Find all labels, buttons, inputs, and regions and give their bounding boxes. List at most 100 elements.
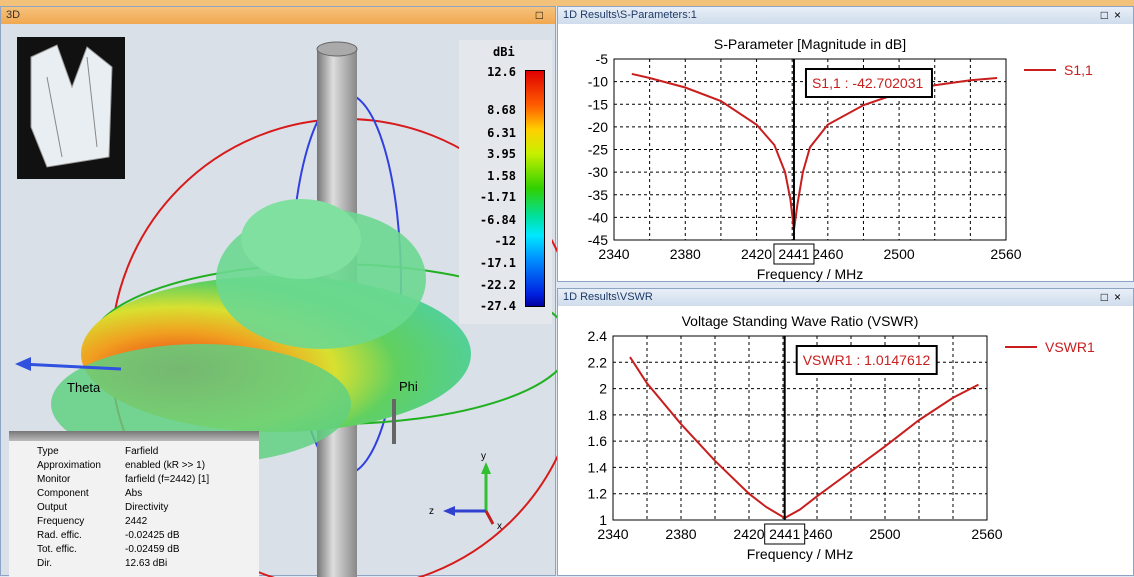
svg-text:x: x xyxy=(497,521,502,532)
close-icon[interactable]: × xyxy=(1113,290,1127,304)
colorbar-label: -1.71 xyxy=(479,190,516,204)
farfield-3d-plot[interactable]: Theta Phi y z x xyxy=(1,24,557,577)
close-icon[interactable]: × xyxy=(1113,8,1127,22)
chart-title: S-Parameter [Magnitude in dB] xyxy=(714,36,906,52)
y-tick-label: -40 xyxy=(588,209,608,225)
y-tick-label: 1.4 xyxy=(588,459,608,475)
marker-value-box xyxy=(804,68,933,98)
theta-arrow xyxy=(20,362,122,371)
y-tick-label: -45 xyxy=(588,232,608,248)
info-value: -0.02459 dB xyxy=(125,544,180,555)
info-key: Tot. effic. xyxy=(37,544,77,555)
y-tick-label: -35 xyxy=(588,187,608,203)
marker-x-box xyxy=(764,523,806,545)
x-tick-label: 2340 xyxy=(597,526,628,542)
colorbar-label: -22.2 xyxy=(479,278,516,292)
colorbar-label: -12 xyxy=(494,234,516,248)
sparameter-panel[interactable]: 1D Results\S-Parameters:1 □× S-Parameter … xyxy=(557,6,1134,282)
info-value: enabled (kR >> 1) xyxy=(125,460,206,471)
colorbar-label: 1.58 xyxy=(487,169,516,183)
info-value: Farfield xyxy=(125,446,159,457)
marker-value-box xyxy=(795,345,938,375)
farfield-info-box: Type Farfield Approximation enabled (kR >> … xyxy=(9,431,259,577)
info-row: Frequency 2442 xyxy=(37,515,213,529)
info-value: farfield (f=2442) [1] xyxy=(125,474,210,485)
x-axis-label: Frequency / MHz xyxy=(747,546,854,562)
y-tick-label: 1 xyxy=(599,512,607,528)
y-tick-label: -30 xyxy=(588,164,608,180)
x-tick-label: 2420 xyxy=(733,526,764,542)
3d-panel-title: 3D □ xyxy=(1,7,555,24)
y-tick-label: 1.2 xyxy=(588,486,608,502)
info-key: Monitor xyxy=(37,474,71,485)
svg-text:y: y xyxy=(481,451,486,462)
info-key: Output xyxy=(37,502,68,513)
colorbar-legend: dBi 12.6 8.68 6.31 3.95 1.58 -1.71 -6.84… xyxy=(459,40,552,324)
info-row: Approximation enabled (kR >> 1) xyxy=(37,459,213,473)
maximize-icon[interactable]: □ xyxy=(535,8,549,22)
x-tick-label: 2340 xyxy=(598,246,629,262)
colorbar-label: -27.4 xyxy=(479,299,516,313)
marker-value-label: VSWR1 : 1.0147612 xyxy=(803,352,931,368)
plot-frame xyxy=(612,335,988,521)
maximize-icon[interactable]: □ xyxy=(1100,290,1114,304)
y-tick-label: -15 xyxy=(588,96,608,112)
vswr-panel-title: 1D Results\VSWR □× xyxy=(558,289,1133,306)
y-tick-label: -10 xyxy=(588,74,608,90)
colorbar-label: 8.68 xyxy=(487,103,516,117)
series-line-VSWR1 xyxy=(629,356,979,520)
x-tick-label: 2560 xyxy=(971,526,1002,542)
x-tick-label: 2380 xyxy=(665,526,696,542)
x-tick-label: 2420 xyxy=(741,246,772,262)
marker-x-label: 2441 xyxy=(769,526,800,542)
sparameter-chart[interactable]: S-Parameter [Magnitude in dB] -5 -10 -15 -20… xyxy=(558,24,1134,283)
info-key: Approximation xyxy=(37,460,101,471)
y-tick-label: 2.2 xyxy=(588,354,608,370)
plot-frame xyxy=(613,58,1007,241)
panel-title-text: 1D Results\VSWR xyxy=(563,291,653,303)
info-value: 12.63 dBi xyxy=(125,558,168,569)
info-row: Monitor farfield (f=2442) [1] xyxy=(37,473,213,487)
x-tick-label: 2460 xyxy=(801,526,832,542)
info-value: -0.02425 dB xyxy=(125,530,180,541)
info-key: Dir. xyxy=(37,558,52,569)
maximize-icon[interactable]: □ xyxy=(1100,8,1114,22)
colorbar-gradient xyxy=(525,70,545,307)
antenna-model-thumbnail xyxy=(17,37,125,179)
marker-x-label: 2441 xyxy=(778,246,809,262)
colorbar-unit: dBi xyxy=(493,45,515,59)
y-tick-label: 2 xyxy=(599,381,607,397)
x-tick-label: 2460 xyxy=(812,246,843,262)
3d-view-panel[interactable]: 3D □ Theta Phi y z x dBi 12 xyxy=(0,6,557,577)
info-key: Component xyxy=(37,488,89,499)
info-value: Directivity xyxy=(125,502,169,513)
marker-x-box xyxy=(773,243,815,265)
info-row: Type Farfield xyxy=(37,445,213,459)
info-row: Output Directivity xyxy=(37,501,213,515)
info-key: Type xyxy=(37,446,59,457)
y-tick-label: -25 xyxy=(588,142,608,158)
theta-label: Theta xyxy=(67,380,101,395)
chart-title: Voltage Standing Wave Ratio (VSWR) xyxy=(682,313,919,329)
x-tick-label: 2380 xyxy=(670,246,701,262)
info-row: Component Abs xyxy=(37,487,213,501)
y-tick-label: -20 xyxy=(588,119,608,135)
panel-title-text: 3D xyxy=(6,9,21,21)
info-key: Frequency xyxy=(37,516,85,527)
colorbar-label: -17.1 xyxy=(479,256,516,270)
x-tick-label: 2500 xyxy=(869,526,900,542)
colorbar-label: -6.84 xyxy=(479,213,516,227)
colorbar-label: 6.31 xyxy=(487,126,516,140)
colorbar-label: 12.6 xyxy=(487,65,516,79)
vswr-chart[interactable]: Voltage Standing Wave Ratio (VSWR) 1 1.2 1.… xyxy=(558,306,1134,577)
info-key: Rad. effic. xyxy=(37,530,82,541)
marker-value-label: S1,1 : -42.702031 xyxy=(812,75,924,91)
svg-text:z: z xyxy=(429,506,434,517)
y-tick-label: 1.6 xyxy=(588,433,608,449)
phi-label: Phi xyxy=(399,379,418,394)
axes-triad-icon: y z x xyxy=(429,451,502,532)
y-tick-label: 1.8 xyxy=(588,407,608,423)
legend-label: VSWR1 xyxy=(1045,339,1095,355)
info-row: Tot. effic. -0.02459 dB xyxy=(37,543,213,557)
vswr-panel[interactable]: 1D Results\VSWR □× Voltage Standing Wave … xyxy=(557,288,1134,576)
